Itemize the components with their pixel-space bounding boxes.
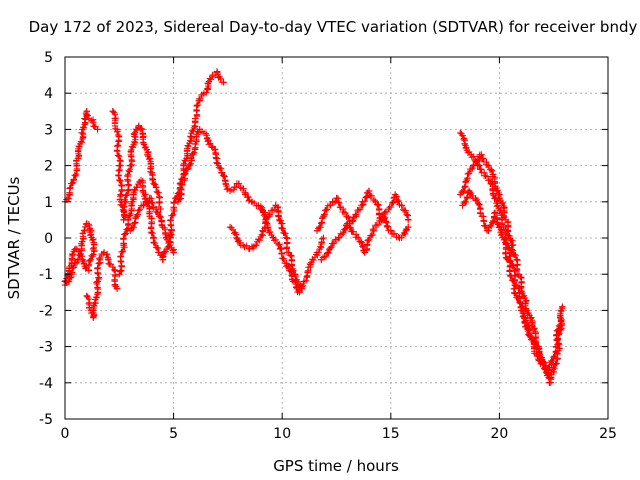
y-tick-label: 2 xyxy=(44,159,53,175)
x-tick-label: 10 xyxy=(273,426,291,442)
y-tick-label: 1 xyxy=(44,195,53,211)
y-tick-label: -2 xyxy=(39,303,53,319)
chart-title: Day 172 of 2023, Sidereal Day-to-day VTE… xyxy=(29,18,638,36)
y-tick-label: -5 xyxy=(39,412,53,428)
data-points xyxy=(61,68,566,386)
x-tick-label: 5 xyxy=(169,426,178,442)
axes: 0 5 10 15 20 25 -5 -4 -3 -2 -1 0 1 2 3 4 5 xyxy=(39,50,617,442)
x-tick-label: 15 xyxy=(382,426,400,442)
x-tick-label: 20 xyxy=(490,426,508,442)
y-tick-label: 5 xyxy=(44,50,53,66)
y-tick-label: -3 xyxy=(39,340,53,356)
x-tick-label: 25 xyxy=(599,426,617,442)
x-axis-label: GPS time / hours xyxy=(273,457,399,475)
y-tick-label: 4 xyxy=(44,86,53,102)
grid xyxy=(65,57,608,419)
y-tick-label: -4 xyxy=(39,376,53,392)
y-tick-label: 3 xyxy=(44,122,53,138)
y-axis-label: SDTVAR / TECUs xyxy=(5,176,23,299)
y-tick-label: -1 xyxy=(39,267,53,283)
y-tick-label: 0 xyxy=(44,231,53,247)
x-tick-label: 0 xyxy=(61,426,70,442)
